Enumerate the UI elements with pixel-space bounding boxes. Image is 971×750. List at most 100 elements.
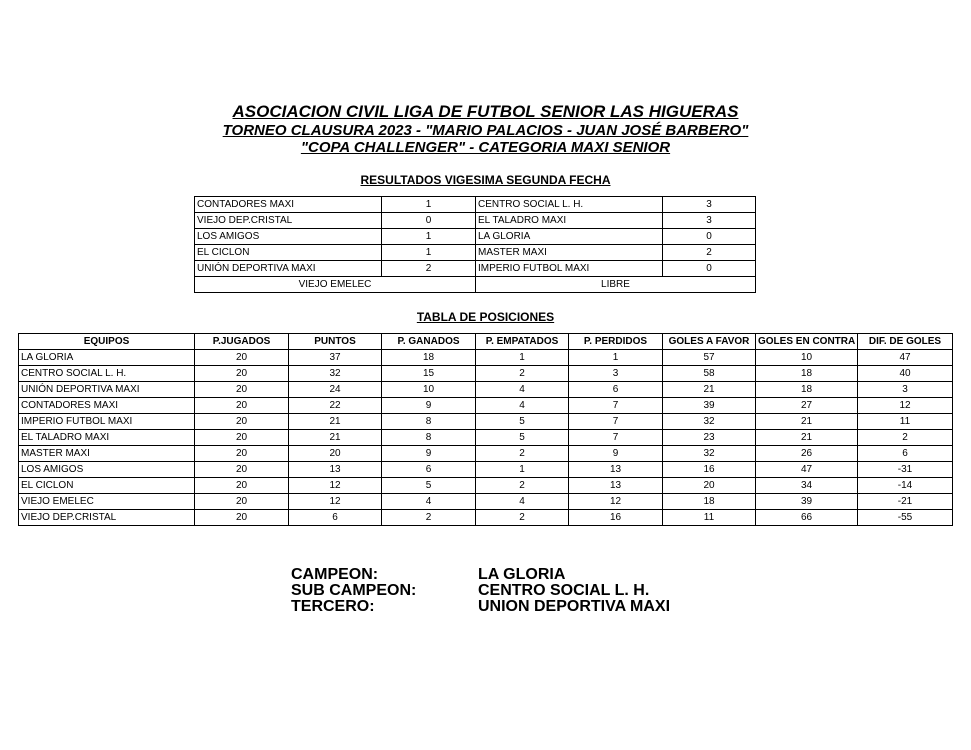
stat: 4 xyxy=(475,493,569,510)
standing-row: EL TALADRO MAXI 20 21 8 5 7 23 21 2 xyxy=(18,429,953,446)
score: 0 xyxy=(662,260,756,277)
stat: 7 xyxy=(568,413,663,430)
team: CENTRO SOCIAL L. H. xyxy=(475,196,663,213)
stat: 47 xyxy=(857,349,953,366)
stat: 2 xyxy=(857,429,953,446)
standings-title: TABLA DE POSICIONES xyxy=(416,310,555,324)
stat: 20 xyxy=(194,429,289,446)
stat: 9 xyxy=(381,445,476,462)
team: VIEJO DEP.CRISTAL xyxy=(18,509,195,526)
result-row: UNIÓN DEPORTIVA MAXI 2 IMPERIO FUTBOL MAXI… xyxy=(194,260,756,277)
stat: 8 xyxy=(381,429,476,446)
stat: 7 xyxy=(568,429,663,446)
stat: 20 xyxy=(194,349,289,366)
standings-table: EQUIPOS P.JUGADOS PUNTOS P. GANADOS P. EMPAT… xyxy=(18,333,953,526)
stat: 2 xyxy=(475,477,569,494)
bye: LIBRE xyxy=(475,276,756,293)
stat: 5 xyxy=(381,477,476,494)
result-row: VIEJO DEP.CRISTAL 0 EL TALADRO MAXI 3 xyxy=(194,212,756,229)
standing-row: VIEJO DEP.CRISTAL 20 6 2 2 16 11 66 -55 xyxy=(18,509,953,526)
stat: 26 xyxy=(755,445,858,462)
stat: 8 xyxy=(381,413,476,430)
team: UNIÓN DEPORTIVA MAXI xyxy=(18,381,195,398)
stat: 13 xyxy=(568,477,663,494)
stat: 9 xyxy=(381,397,476,414)
score: 2 xyxy=(381,260,476,277)
score: 1 xyxy=(381,228,476,245)
podium: CAMPEON: LA GLORIA SUB CAMPEON: CENTRO SOCI… xyxy=(291,566,670,615)
score: 0 xyxy=(662,228,756,245)
column-header: EQUIPOS xyxy=(18,333,195,350)
stat: 21 xyxy=(288,429,382,446)
stat: 13 xyxy=(568,461,663,478)
standing-row: MASTER MAXI 20 20 9 2 9 32 26 6 xyxy=(18,445,953,462)
stat: 21 xyxy=(755,413,858,430)
header-row: EQUIPOS P.JUGADOS PUNTOS P. GANADOS P. EMPAT… xyxy=(18,333,953,350)
stat: 2 xyxy=(475,445,569,462)
podium-label: CAMPEON: xyxy=(291,566,379,583)
team: CONTADORES MAXI xyxy=(194,196,382,213)
stat: 4 xyxy=(381,493,476,510)
stat: 20 xyxy=(194,493,289,510)
subtitle: TORNEO CLAUSURA 2023 - "MARIO PALACIOS -… xyxy=(222,122,749,139)
podium-row: CAMPEON: LA GLORIA xyxy=(291,566,565,583)
stat: 27 xyxy=(755,397,858,414)
stat: 20 xyxy=(194,397,289,414)
column-header: PUNTOS xyxy=(288,333,382,350)
team: MASTER MAXI xyxy=(18,445,195,462)
stat: 6 xyxy=(857,445,953,462)
team: MASTER MAXI xyxy=(475,244,663,261)
stat: 18 xyxy=(755,365,858,382)
stat: 20 xyxy=(194,461,289,478)
stat: 7 xyxy=(568,397,663,414)
stat: 20 xyxy=(194,445,289,462)
stat: 39 xyxy=(662,397,756,414)
podium-row: TERCERO: UNION DEPORTIVA MAXI xyxy=(291,598,670,615)
stat: 6 xyxy=(381,461,476,478)
stat: 4 xyxy=(475,397,569,414)
stat: 3 xyxy=(857,381,953,398)
podium-team: LA GLORIA xyxy=(478,566,566,583)
stat: 10 xyxy=(755,349,858,366)
team: UNIÓN DEPORTIVA MAXI xyxy=(194,260,382,277)
results-table: CONTADORES MAXI 1 CENTRO SOCIAL L. H. 3 VIEJ… xyxy=(194,196,756,293)
bye: VIEJO EMELEC xyxy=(194,276,476,293)
stat: 10 xyxy=(381,381,476,398)
score: 1 xyxy=(381,244,476,261)
stat: 21 xyxy=(288,413,382,430)
stat: 15 xyxy=(381,365,476,382)
team: VIEJO DEP.CRISTAL xyxy=(194,212,382,229)
score: 3 xyxy=(662,212,756,229)
stat: 9 xyxy=(568,445,663,462)
stat: -21 xyxy=(857,493,953,510)
team: IMPERIO FUTBOL MAXI xyxy=(475,260,663,277)
standing-row: EL CICLON 20 12 5 2 13 20 34 -14 xyxy=(18,477,953,494)
score: 0 xyxy=(381,212,476,229)
stat: -55 xyxy=(857,509,953,526)
podium-label: TERCERO: xyxy=(291,598,375,615)
stat: 39 xyxy=(755,493,858,510)
team: EL CICLON xyxy=(18,477,195,494)
team: LOS AMIGOS xyxy=(194,228,382,245)
stat: 20 xyxy=(194,413,289,430)
stat: 18 xyxy=(381,349,476,366)
column-header: DIF. DE GOLES xyxy=(857,333,953,350)
stat: 6 xyxy=(288,509,382,526)
stat: 6 xyxy=(568,381,663,398)
stat: 1 xyxy=(475,461,569,478)
bye-row: VIEJO EMELEC LIBRE xyxy=(194,276,756,293)
stat: 2 xyxy=(381,509,476,526)
stat: -31 xyxy=(857,461,953,478)
team: EL TALADRO MAXI xyxy=(18,429,195,446)
stat: -14 xyxy=(857,477,953,494)
standing-row: UNIÓN DEPORTIVA MAXI 20 24 10 4 6 21 18 3 xyxy=(18,381,953,398)
result-row: EL CICLON 1 MASTER MAXI 2 xyxy=(194,244,756,261)
team: VIEJO EMELEC xyxy=(18,493,195,510)
stat: 3 xyxy=(568,365,663,382)
team: LA GLORIA xyxy=(18,349,195,366)
score: 3 xyxy=(662,196,756,213)
stat: 2 xyxy=(475,365,569,382)
team: CONTADORES MAXI xyxy=(18,397,195,414)
podium-row: SUB CAMPEON: CENTRO SOCIAL L. H. xyxy=(291,583,649,599)
stat: 1 xyxy=(568,349,663,366)
